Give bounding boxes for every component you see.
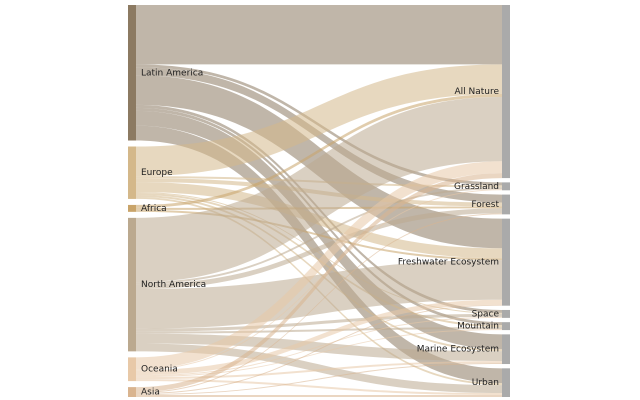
node [502, 194, 510, 215]
node-label: Freshwater Ecosystem [398, 258, 499, 268]
links [136, 5, 502, 397]
node [128, 146, 136, 199]
link [136, 192, 502, 314]
link [136, 327, 502, 334]
link [136, 187, 502, 285]
link [136, 361, 502, 380]
node [502, 218, 510, 306]
node [128, 5, 136, 141]
node-label: Latin America [141, 68, 203, 78]
node-label: All Nature [454, 87, 499, 97]
link [136, 316, 502, 377]
node-label: North America [141, 280, 206, 290]
link [136, 395, 502, 397]
link [136, 213, 502, 394]
node-label: Mountain [457, 322, 499, 332]
node [128, 217, 136, 352]
link [136, 194, 502, 352]
node [128, 357, 136, 382]
link [136, 96, 502, 283]
link [136, 329, 502, 378]
node [128, 204, 136, 212]
link [136, 363, 502, 396]
node-label: Space [472, 309, 500, 319]
node [502, 309, 510, 318]
link [136, 94, 502, 208]
node-label: Urban [472, 378, 499, 388]
link [136, 304, 502, 395]
node-label: Asia [141, 388, 160, 398]
node-label: Africa [141, 204, 167, 214]
node-label: Forest [471, 200, 499, 210]
node [502, 182, 510, 191]
node-label: Grassland [454, 182, 499, 192]
link [136, 189, 502, 371]
link [136, 208, 502, 290]
node-label: Marine Ecosystem [417, 345, 499, 355]
link [136, 64, 502, 177]
node [502, 322, 510, 331]
link [136, 379, 502, 396]
node-label: Oceania [141, 365, 178, 375]
node [502, 368, 510, 397]
link [136, 5, 502, 65]
link [136, 343, 502, 394]
link [136, 110, 502, 350]
node [502, 5, 510, 179]
link [136, 125, 502, 384]
link [136, 313, 502, 332]
link [136, 299, 502, 376]
link [136, 260, 502, 329]
node [502, 334, 510, 365]
link [136, 173, 502, 393]
link [136, 161, 502, 370]
node [128, 387, 136, 397]
node-label: Europe [141, 168, 173, 178]
